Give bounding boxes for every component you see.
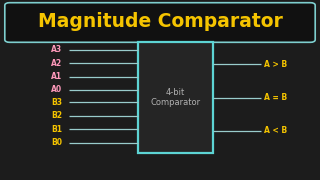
Text: B1: B1	[52, 125, 62, 134]
Bar	[138, 42, 213, 153]
Text: A > B: A > B	[264, 60, 287, 69]
Text: B0: B0	[52, 138, 62, 147]
Text: Magnitude Comparator: Magnitude Comparator	[37, 12, 283, 31]
Text: B3: B3	[52, 98, 62, 107]
Text: A2: A2	[51, 58, 62, 68]
Text: A < B: A < B	[264, 126, 287, 135]
Text: B2: B2	[52, 111, 62, 120]
Text: 4-bit
Comparator: 4-bit Comparator	[150, 88, 200, 107]
Text: A = B: A = B	[264, 93, 287, 102]
Text: A0: A0	[51, 86, 62, 94]
Text: A1: A1	[51, 72, 62, 81]
Text: A3: A3	[51, 45, 62, 54]
FancyBboxPatch shape	[5, 3, 315, 42]
